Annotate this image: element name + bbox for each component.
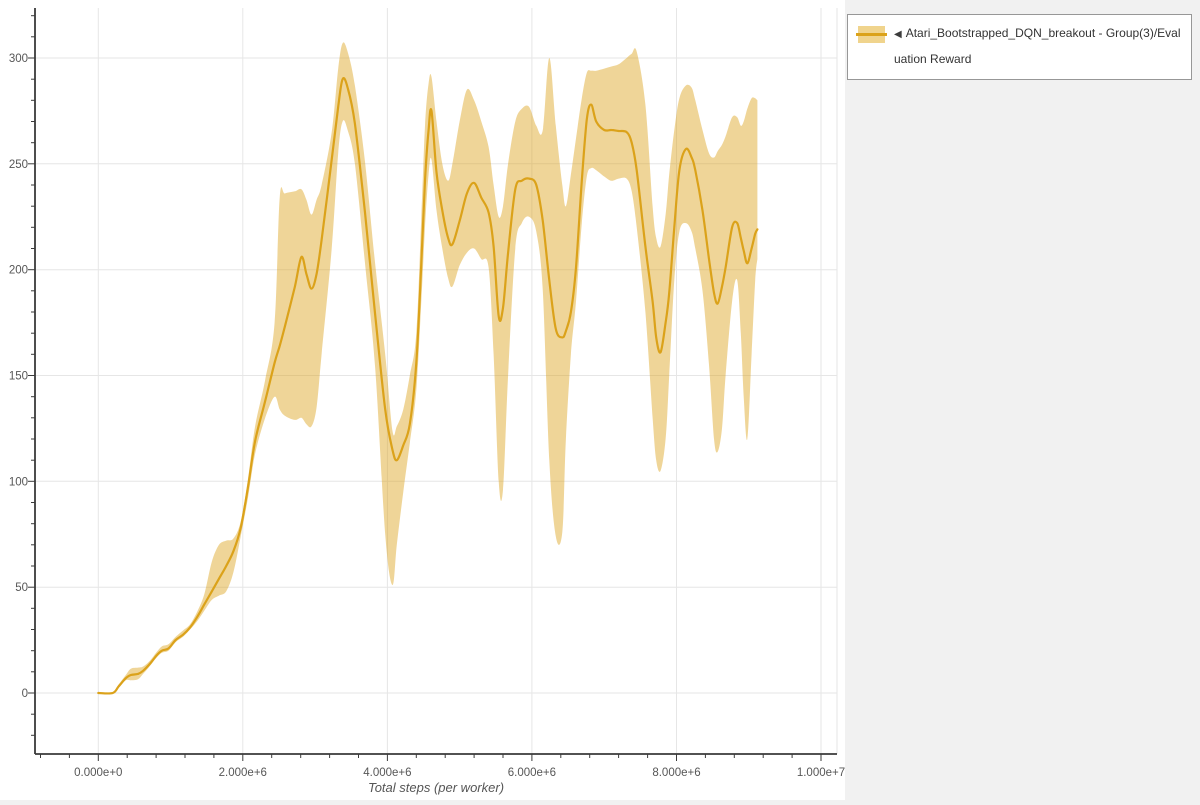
x-tick-label: 2.000e+6 xyxy=(219,767,267,779)
x-tick-label: 4.000e+6 xyxy=(363,767,411,779)
reward-chart[interactable]: 0.000e+0 2.000e+6 4.000e+6 6.000e+6 8.000e+6… xyxy=(0,0,845,800)
axes xyxy=(34,8,837,755)
legend-label: ◀ Atari_Bootstrapped_DQN_breakout - Group… xyxy=(894,21,1181,72)
gridlines xyxy=(35,8,838,754)
y-tick-label: 150 xyxy=(9,371,28,383)
x-axis-title: Total steps (per worker) xyxy=(368,780,504,795)
y-tick-label: 50 xyxy=(15,582,28,594)
legend-swatch-line-icon xyxy=(856,33,887,36)
y-tick-label: 300 xyxy=(9,53,28,65)
chart-figure: 0.000e+0 2.000e+6 4.000e+6 6.000e+6 8.000e+6… xyxy=(0,0,845,800)
legend[interactable]: ◀ Atari_Bootstrapped_DQN_breakout - Group… xyxy=(847,14,1192,80)
legend-swatch xyxy=(856,26,887,43)
x-tick-label: 0.000e+0 xyxy=(74,767,122,779)
x-tick-label: 8.000e+6 xyxy=(652,767,700,779)
series-group[interactable] xyxy=(97,42,759,695)
y-tick-label: 100 xyxy=(9,476,28,488)
legend-series-label: Atari_Bootstrapped_DQN_breakout - Group(… xyxy=(894,26,1181,66)
series-line xyxy=(97,77,759,695)
y-tick-label: 250 xyxy=(9,159,28,171)
x-tick-label: 1.000e+7 xyxy=(797,767,845,779)
legend-collapse-icon[interactable]: ◀ xyxy=(894,29,902,40)
figure-background xyxy=(0,0,845,800)
y-tick-label: 200 xyxy=(9,265,28,277)
y-tick-label: 0 xyxy=(22,688,28,700)
confidence-band xyxy=(98,42,758,694)
x-tick-label: 6.000e+6 xyxy=(508,767,556,779)
